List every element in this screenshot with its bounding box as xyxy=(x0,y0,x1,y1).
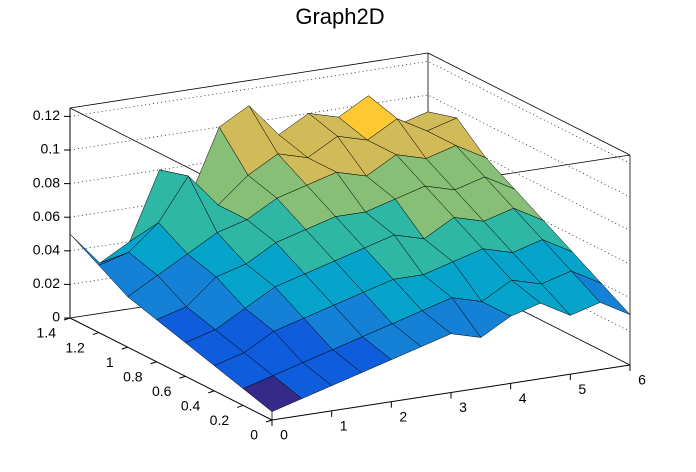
grid-line xyxy=(69,61,631,164)
y-tick-label: 1.2 xyxy=(65,339,85,355)
y-tick-label: 1.4 xyxy=(37,325,57,341)
z-tick-label: 0.1 xyxy=(41,141,61,157)
axis-line xyxy=(69,317,273,421)
y-tick xyxy=(121,346,128,350)
y-tick xyxy=(208,390,215,394)
y-tick xyxy=(179,375,186,379)
y-tick-label: 0.2 xyxy=(210,412,230,428)
y-tick xyxy=(236,404,244,408)
y-tick-label: 0.6 xyxy=(152,383,172,399)
y-tick-label: 0 xyxy=(250,427,258,443)
y-tick xyxy=(63,317,71,321)
surface-cell xyxy=(242,375,303,412)
x-tick-label: 5 xyxy=(578,381,586,397)
z-tick-label: 0.04 xyxy=(33,242,60,258)
x-tick-label: 1 xyxy=(340,418,348,434)
x-tick-label: 3 xyxy=(459,399,467,415)
z-tick-label: 0.02 xyxy=(33,275,60,291)
grid-line xyxy=(69,128,631,231)
y-tick xyxy=(92,332,100,336)
box-edge xyxy=(69,52,429,109)
y-tick-label: 0.8 xyxy=(123,368,143,384)
y-tick xyxy=(150,361,157,365)
x-tick-label: 4 xyxy=(519,390,527,406)
grid-line xyxy=(69,94,631,198)
z-tick-label: 0.08 xyxy=(33,174,60,190)
x-tick-label: 6 xyxy=(638,372,646,388)
y-tick-label: 0.4 xyxy=(181,398,201,414)
y-tick-label: 1 xyxy=(106,354,114,370)
z-tick-label: 0.06 xyxy=(33,208,60,224)
z-tick-label: 0 xyxy=(52,309,60,325)
box-edge xyxy=(427,52,631,156)
x-tick-label: 2 xyxy=(399,408,407,424)
x-tick-label: 0 xyxy=(280,427,288,443)
z-tick-label: 0.12 xyxy=(33,107,60,123)
chart-title: Graph2D xyxy=(295,4,384,29)
y-tick xyxy=(265,419,273,423)
